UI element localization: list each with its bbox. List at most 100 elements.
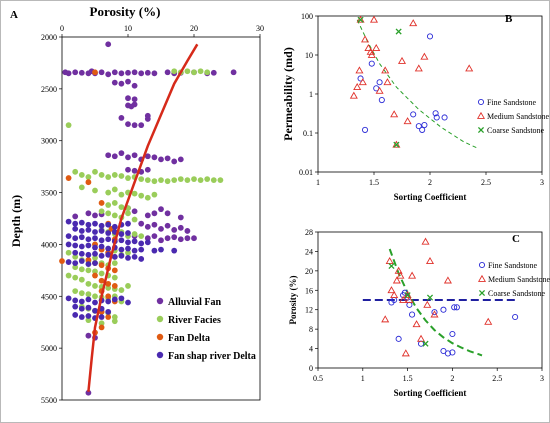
panel-b-legend: Fine Sandstone Medium Sandstone Coarse San… xyxy=(476,98,549,135)
panel-a-point-river-facies xyxy=(105,285,112,291)
panel-a-point-alluvial-fan xyxy=(144,235,151,242)
panel-a-point-river-facies xyxy=(164,178,171,185)
panel-a-point-alluvial-fan xyxy=(158,206,164,213)
panel-a-point-fan-shap-river-delta xyxy=(131,253,138,260)
panel-a-point-river-facies xyxy=(111,172,118,178)
panel-a-point-fan-shap-river-delta xyxy=(125,299,131,306)
panel-b-y-tick-label: 10 xyxy=(305,51,313,60)
panel-a-point-river-facies xyxy=(177,176,184,182)
panel-a-point-alluvial-fan xyxy=(131,69,138,76)
panel-a-legend-label-alluvial-fan: Alluvial Fan xyxy=(168,297,222,308)
panel-c-point-medium-sandstone xyxy=(401,349,410,357)
panel-a-point-fan-shap-river-delta xyxy=(98,252,105,259)
panel-a-point-river-facies xyxy=(98,270,105,277)
panel-a-point-fan-shap-river-delta xyxy=(72,235,79,242)
panel-b-point-medium-sandstone xyxy=(392,140,401,148)
panel-a-point-fan-shap-river-delta xyxy=(78,258,85,264)
panel-c-y-tick-label: 0 xyxy=(309,364,313,373)
panel-a-xlabel: Porosity (%) xyxy=(90,4,161,19)
panel-c-point-fine-sandstone xyxy=(449,349,456,356)
panel-a-point-alluvial-fan xyxy=(151,233,158,240)
panel-c-point-medium-sandstone xyxy=(425,256,435,265)
panel-a-point-fan-shap-river-delta xyxy=(118,252,125,259)
panel-a-y-tick-label: 4500 xyxy=(41,292,57,301)
panel-c-point-coarse-sandstone xyxy=(388,262,395,270)
panel-c-legend-label-fine-sandstone: Fine Sandstone xyxy=(488,261,538,270)
panel-b-point-fine-sandstone xyxy=(357,75,364,82)
panel-a-point-river-facies xyxy=(144,194,151,201)
panel-b-legend-label-medium-sandstone: Medium Sandstone xyxy=(487,112,549,121)
panel-a-legend-marker-fan-shap-river-delta xyxy=(156,351,164,359)
panel-a-point-fan-shap-river-delta xyxy=(105,251,112,258)
panel-a-point-alluvial-fan xyxy=(171,158,178,165)
panel-a-point-alluvial-fan xyxy=(164,235,171,242)
panel-b-point-medium-sandstone xyxy=(356,15,365,23)
panel-a-point-fan-shap-river-delta xyxy=(72,297,79,304)
panel-a-point-fan-shap-river-delta xyxy=(92,299,98,306)
panel-c-point-fine-sandstone xyxy=(451,304,458,311)
panel-a-point-fan-shap-river-delta xyxy=(72,225,79,232)
panel-c-x-tick-label: 2 xyxy=(450,374,454,383)
panel-a-point-river-facies xyxy=(72,253,79,260)
panel-b-point-medium-sandstone xyxy=(375,86,384,94)
panel-a-point-alluvial-fan xyxy=(138,70,145,77)
panel-c-point-medium-sandstone xyxy=(394,266,403,274)
panel-c-point-medium-sandstone xyxy=(392,276,401,284)
panel-a-point-river-facies xyxy=(92,293,98,300)
panel-a-point-fan-shap-river-delta xyxy=(92,250,98,257)
panel-c-y-tick-label: 16 xyxy=(305,286,313,295)
panel-a-point-fan-shap-river-delta xyxy=(85,296,92,303)
panel-a-point-river-facies xyxy=(105,174,112,180)
panel-a-point-alluvial-fan xyxy=(138,220,145,227)
panel-a-point-alluvial-fan xyxy=(177,236,184,243)
panel-a-point-alluvial-fan xyxy=(111,79,118,86)
panel-a-point-alluvial-fan xyxy=(210,69,217,76)
panel-c-point-medium-sandstone xyxy=(403,290,412,299)
panel-a-point-fan-delta xyxy=(59,258,65,264)
panel-c-point-medium-sandstone xyxy=(381,315,390,323)
panel-a-point-alluvial-fan xyxy=(131,96,138,103)
panel-b-point-medium-sandstone xyxy=(355,66,364,74)
panel-a-point-fan-shap-river-delta xyxy=(125,255,131,261)
panel-a-point-river-facies xyxy=(204,69,211,76)
panel-c-x-tick-label: 0.5 xyxy=(313,374,323,383)
panel-a-point-river-facies xyxy=(92,283,98,289)
panel-c-chart: 0.5 1 1.5 2 2.5 3 0 4 8 12 16 20 24 28 C Sorting Coef… xyxy=(288,228,550,398)
panel-a-point-river-facies xyxy=(184,177,191,184)
panel-a-point-fan-shap-river-delta xyxy=(72,312,79,318)
panel-a-point-river-facies xyxy=(197,177,204,184)
panel-b-point-fine-sandstone xyxy=(419,126,426,133)
panel-b-legend-marker-medium-sandstone xyxy=(476,111,486,119)
panel-a-point-river-facies xyxy=(118,204,125,210)
panel-b-point-fine-sandstone xyxy=(433,114,440,121)
panel-a-point-fan-delta xyxy=(85,179,92,186)
panel-a-point-alluvial-fan xyxy=(118,70,125,77)
panel-a-point-alluvial-fan xyxy=(125,95,131,102)
panel-a-point-river-facies xyxy=(111,318,118,325)
panel-a-point-fan-shap-river-delta xyxy=(111,253,118,260)
panel-b-point-medium-sandstone xyxy=(409,19,418,27)
panel-a-point-river-facies xyxy=(111,186,118,193)
panel-c-point-coarse-sandstone xyxy=(404,292,411,299)
panel-a-point-fan-delta xyxy=(111,267,118,274)
panel-b-point-fine-sandstone xyxy=(432,110,439,117)
panel-a-point-river-facies xyxy=(197,68,204,75)
panel-c-point-medium-sandstone xyxy=(399,295,408,303)
panel-a-point-river-facies xyxy=(118,287,125,293)
panel-a-point-fan-shap-river-delta xyxy=(72,220,79,227)
panel-a-point-alluvial-fan xyxy=(177,214,184,221)
panel-c-point-fine-sandstone xyxy=(395,335,402,342)
panel-a-point-fan-delta xyxy=(105,293,112,300)
panel-a-point-alluvial-fan xyxy=(144,212,151,219)
panel-a-point-fan-shap-river-delta xyxy=(158,246,164,253)
panel-a-point-fan-shap-river-delta xyxy=(78,219,85,226)
panel-a-legend-marker-river-facies xyxy=(156,315,164,323)
panel-c-y-tick-label: 28 xyxy=(305,228,313,237)
panel-a-point-river-facies xyxy=(105,189,112,196)
panel-a-point-alluvial-fan xyxy=(138,122,145,129)
panel-a-point-river-facies xyxy=(111,200,118,206)
panel-a-point-alluvial-fan xyxy=(98,69,105,76)
panel-a-point-fan-shap-river-delta xyxy=(98,243,105,250)
panel-a-point-alluvial-fan xyxy=(144,166,151,173)
panel-c-y-tick-label: 12 xyxy=(305,306,313,315)
